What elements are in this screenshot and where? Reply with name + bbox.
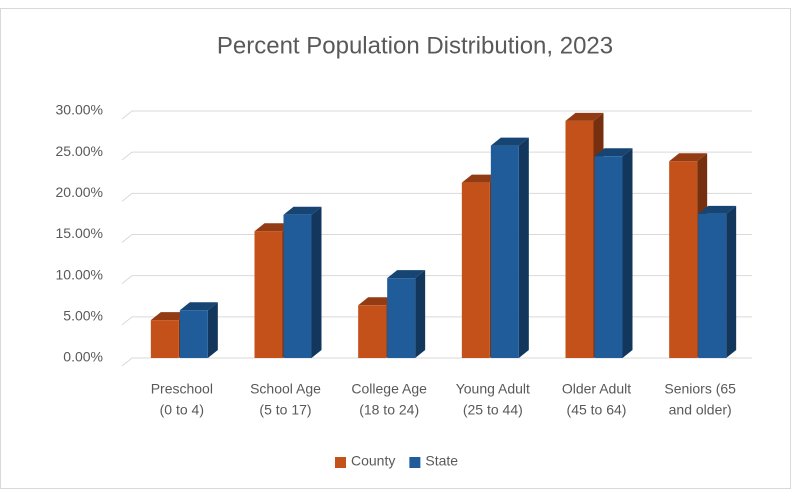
bar-top — [254, 223, 293, 232]
x-tick-label: (45 to 64) — [567, 402, 627, 418]
grid-line — [121, 357, 752, 367]
bar-side — [207, 302, 218, 358]
bar — [461, 182, 490, 358]
bar — [594, 156, 623, 358]
grid-line — [121, 151, 752, 161]
legend-swatch — [409, 457, 421, 468]
bar-top — [698, 205, 737, 214]
bar-side — [518, 137, 529, 358]
bar — [254, 231, 283, 358]
bar-top — [490, 137, 529, 146]
bar-top — [179, 302, 218, 311]
x-tick-label: Seniors (65 — [664, 381, 736, 397]
bar — [698, 213, 727, 358]
x-tick-label: Older Adult — [562, 381, 631, 397]
y-tick-label: 15.00% — [56, 225, 103, 241]
bar-side — [311, 206, 322, 358]
x-tick-label: College Age — [351, 381, 427, 397]
legend-label: State — [425, 453, 458, 469]
legend-label: County — [351, 453, 395, 469]
bar-top — [669, 153, 708, 162]
bar — [150, 320, 179, 358]
bar-top — [358, 297, 397, 306]
x-tick-label: School Age — [250, 381, 321, 397]
bar-top — [565, 112, 604, 121]
bar-side — [726, 205, 737, 358]
grid-line — [121, 110, 752, 120]
grid-line — [121, 192, 752, 202]
x-tick-label: (5 to 17) — [259, 402, 311, 418]
bar-top — [461, 174, 500, 183]
y-tick-label: 30.00% — [56, 102, 103, 118]
bar-side — [415, 270, 426, 358]
y-tick-label: 10.00% — [56, 266, 103, 282]
bar — [387, 278, 416, 358]
chart-title: Percent Population Distribution, 2023 — [217, 32, 613, 59]
x-tick-label: (25 to 44) — [463, 402, 523, 418]
bar-top — [594, 148, 633, 157]
y-tick-label: 20.00% — [56, 184, 103, 200]
bar-top — [387, 270, 426, 279]
y-tick-label: 0.00% — [63, 349, 103, 365]
grid-line — [121, 316, 752, 326]
x-tick-label: (18 to 24) — [359, 402, 419, 418]
x-tick-label: and older) — [669, 402, 732, 418]
y-tick-label: 5.00% — [63, 308, 103, 324]
bar-top — [150, 312, 189, 321]
bar-side — [622, 148, 633, 358]
grid-line — [121, 234, 752, 243]
bar — [358, 305, 387, 358]
x-tick-label: (0 to 4) — [160, 402, 204, 418]
y-tick-label: 25.00% — [56, 143, 103, 159]
bar-top — [283, 206, 322, 215]
grid-line — [121, 275, 752, 285]
bar — [283, 214, 312, 358]
bar — [669, 161, 698, 358]
bar — [565, 120, 594, 358]
x-tick-label: Young Adult — [456, 381, 530, 397]
bar — [179, 310, 208, 358]
chart-border — [0, 8, 791, 489]
bar — [490, 145, 519, 358]
x-tick-label: Preschool — [151, 381, 213, 397]
legend-swatch — [335, 457, 346, 468]
